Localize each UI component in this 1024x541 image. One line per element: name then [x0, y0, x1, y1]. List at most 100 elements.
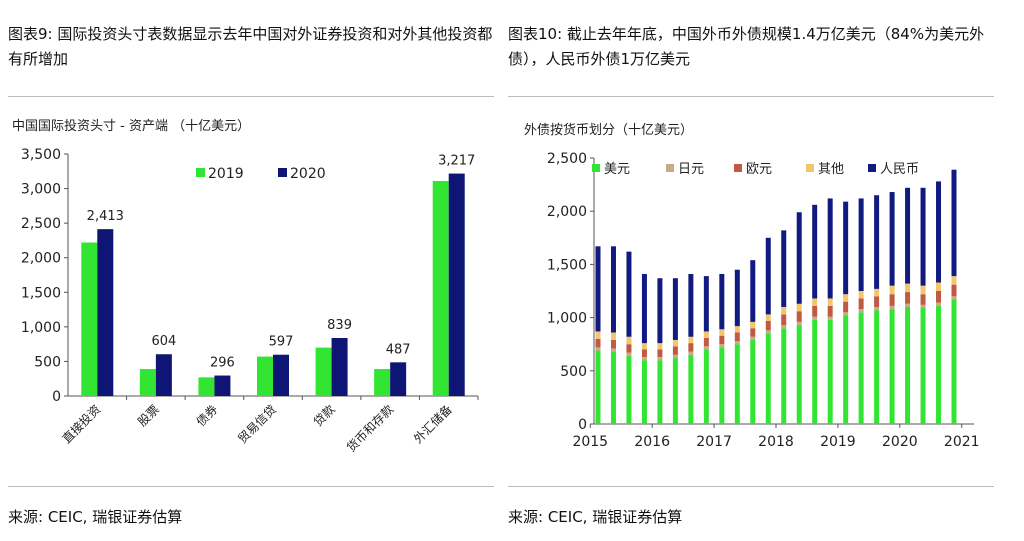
bar-eur — [936, 291, 942, 303]
y-tick-label: 2,000 — [21, 251, 61, 267]
y-tick-label: 3,000 — [21, 182, 61, 198]
data-label: 839 — [327, 318, 352, 333]
bar-jpy — [610, 348, 616, 352]
x-tick-label: 2015 — [572, 434, 608, 450]
bar-rmb — [812, 204, 818, 299]
bar-jpy — [781, 325, 787, 329]
left-figure-title: 图表9: 国际投资头寸表数据显示去年中国对外证券投资和对外其他投资都有所增加 — [8, 25, 493, 68]
data-label: 296 — [210, 356, 235, 371]
bar-eur — [626, 344, 632, 353]
bar-2020 — [331, 337, 348, 396]
bar-eur — [827, 305, 833, 317]
bar-2019 — [315, 347, 332, 396]
bar-rmb — [874, 195, 880, 289]
bar-jpy — [657, 356, 663, 361]
bar-other — [765, 314, 771, 321]
bar-rmb — [641, 273, 647, 344]
bar-2020 — [448, 173, 465, 396]
bar-2020 — [155, 354, 172, 396]
legend-swatch-2020 — [278, 168, 287, 177]
y-tick-label: 1,500 — [547, 257, 587, 273]
bar-eur — [951, 284, 957, 297]
bar-usd — [703, 349, 709, 424]
bar-2019 — [198, 377, 215, 396]
bar-2019 — [432, 180, 449, 396]
y-tick-label: 500 — [34, 354, 61, 370]
bar-other — [672, 339, 678, 347]
bar-eur — [889, 294, 895, 306]
left-bottom-rule — [8, 486, 494, 487]
left-source: 来源: CEIC, 瑞银证券估算 — [8, 508, 183, 526]
right-chart: 外债按货币划分（十亿美元） 0 500 1,000 1,500 2,000 2,500 201… — [524, 122, 980, 450]
bar-other — [703, 331, 709, 338]
right-top-rule — [508, 96, 994, 97]
bar-other — [781, 306, 787, 315]
bar-rmb — [610, 246, 616, 333]
x-tick-label: 外汇储备 — [410, 402, 455, 447]
bar-other — [610, 332, 616, 340]
bar-rmb — [626, 251, 632, 337]
legend-label-other: 其他 — [818, 162, 844, 177]
bar-jpy — [703, 346, 709, 350]
bar-other — [874, 288, 880, 297]
bar-other — [858, 291, 864, 299]
data-label: 597 — [269, 335, 294, 350]
x-tick-label: 直接投资 — [59, 402, 104, 447]
bar-usd — [874, 310, 880, 424]
bar-2019 — [374, 369, 391, 396]
bar-eur — [920, 294, 926, 305]
bar-2020 — [273, 354, 289, 396]
bar-other — [719, 329, 725, 336]
bar-rmb — [750, 260, 756, 322]
legend-label-2020: 2020 — [290, 166, 326, 182]
bar-jpy — [688, 351, 694, 355]
bar-eur — [874, 296, 880, 307]
bar-eur — [858, 298, 864, 310]
bar-other — [688, 336, 694, 344]
bar-other — [796, 303, 802, 312]
bar-other — [936, 282, 942, 291]
y-tick-label: 2,000 — [547, 204, 587, 220]
bar-eur — [843, 301, 849, 313]
legend-swatch-usd — [592, 164, 600, 172]
bar-eur — [812, 305, 818, 317]
x-tick-label: 2020 — [882, 434, 918, 450]
bar-jpy — [734, 341, 740, 345]
bar-usd — [641, 360, 647, 424]
bar-eur — [688, 343, 694, 352]
bar-usd — [905, 306, 911, 424]
bar-eur — [719, 335, 725, 345]
bar-jpy — [719, 344, 725, 348]
legend-swatch-2019 — [196, 168, 205, 177]
bar-rmb — [734, 269, 740, 327]
legend-label-rmb: 人民币 — [880, 162, 919, 177]
bar-jpy — [626, 352, 632, 356]
bar-usd — [812, 319, 818, 424]
x-tick-label: 货币和存款 — [343, 402, 396, 455]
bar-rmb — [688, 273, 694, 337]
bar-rmb — [858, 198, 864, 291]
bar-eur — [610, 339, 616, 349]
bar-usd — [781, 328, 787, 424]
data-label: 2,413 — [87, 209, 124, 224]
bar-eur — [703, 337, 709, 347]
bar-other — [641, 343, 647, 350]
bar-usd — [688, 354, 694, 424]
bar-other — [595, 331, 601, 339]
right-source: 来源: CEIC, 瑞银证券估算 — [508, 508, 683, 526]
chart-title: 中国国际投资头寸 - 资产端 （十亿美元） — [12, 118, 250, 134]
bar-rmb — [889, 192, 895, 286]
bar-usd — [626, 355, 632, 424]
bar-other — [920, 285, 926, 295]
bar-2020 — [390, 362, 407, 396]
bar-other — [905, 283, 911, 293]
bar-rmb — [672, 278, 678, 340]
data-label: 487 — [386, 342, 411, 357]
bar-eur — [595, 338, 601, 348]
chart-title: 外债按货币划分（十亿美元） — [524, 122, 693, 138]
y-tick-label: 3,500 — [21, 147, 61, 163]
bar-rmb — [765, 237, 771, 315]
bar-other — [626, 336, 632, 345]
bar-jpy — [765, 330, 771, 334]
bar-usd — [610, 351, 616, 424]
